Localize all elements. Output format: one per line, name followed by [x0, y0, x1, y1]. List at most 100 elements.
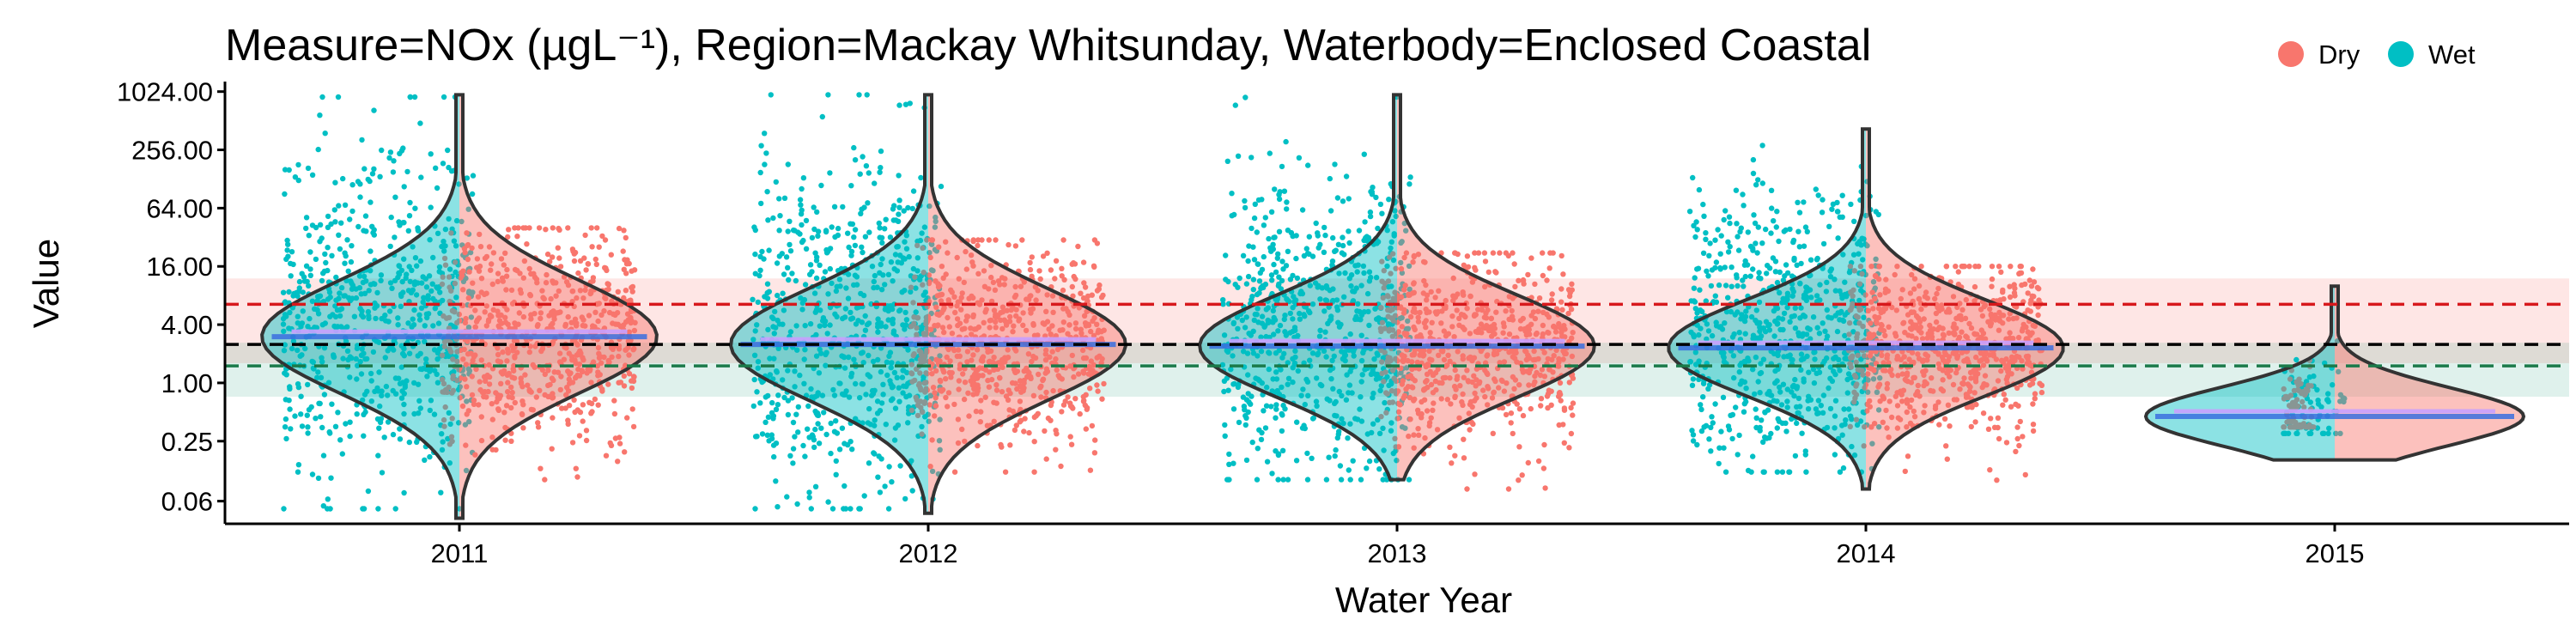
data-point-wet: [1712, 293, 1719, 299]
data-point-dry: [602, 237, 609, 243]
data-point-dry: [478, 289, 484, 295]
data-point-wet: [812, 426, 818, 433]
data-point-wet: [1717, 251, 1723, 257]
data-point-wet: [1690, 432, 1697, 438]
data-point-wet: [765, 217, 771, 223]
legend-label-dry: Dry: [2318, 39, 2360, 70]
data-point-wet: [1697, 287, 1703, 293]
data-point-wet: [420, 365, 427, 372]
data-point-wet: [337, 246, 343, 252]
data-point-wet: [397, 426, 403, 432]
data-point-wet: [1229, 191, 1235, 197]
data-point-wet: [307, 315, 313, 322]
data-point-wet: [371, 166, 377, 172]
data-point-wet: [773, 406, 780, 412]
data-point-wet: [451, 368, 457, 375]
data-point-wet: [343, 252, 349, 259]
data-point-dry: [1031, 439, 1037, 445]
data-point-wet: [432, 306, 438, 312]
data-point-wet: [800, 442, 806, 449]
data-point-wet: [790, 460, 796, 466]
data-point-wet: [375, 453, 381, 459]
data-point-wet: [1759, 180, 1765, 186]
data-point-dry: [606, 359, 612, 365]
data-point-wet: [1304, 477, 1311, 483]
data-point-dry: [1447, 444, 1453, 450]
data-point-dry: [550, 254, 556, 260]
data-point-wet: [377, 403, 383, 410]
data-point-dry: [460, 287, 466, 293]
data-point-dry: [442, 386, 449, 393]
data-point-wet: [777, 213, 783, 219]
data-point-wet: [427, 368, 433, 374]
data-point-dry: [553, 293, 559, 299]
data-point-dry: [489, 447, 495, 453]
data-point-wet: [823, 431, 829, 438]
data-point-wet: [405, 320, 411, 326]
data-point-dry: [1037, 276, 1043, 283]
data-point-wet: [340, 355, 346, 361]
data-point-wet: [1370, 185, 1376, 191]
data-point-wet: [1689, 382, 1696, 388]
data-point-dry: [556, 255, 562, 261]
data-point-wet: [440, 239, 447, 245]
data-point-dry: [571, 397, 577, 403]
data-point-dry: [462, 319, 469, 325]
data-point-dry: [569, 288, 576, 295]
data-point-wet: [401, 489, 407, 496]
data-point-wet: [382, 355, 388, 361]
data-point-dry: [574, 295, 580, 301]
data-point-wet: [827, 265, 833, 272]
data-point-wet: [331, 207, 337, 213]
data-point-wet: [1742, 273, 1749, 280]
data-point-dry: [1541, 441, 1547, 448]
data-point-wet: [387, 280, 394, 286]
data-point-dry: [583, 437, 590, 444]
data-point-wet: [416, 312, 422, 318]
data-point-wet: [1269, 277, 1275, 283]
data-point-dry: [1097, 282, 1103, 289]
data-point-wet: [378, 272, 385, 278]
data-point-wet: [1755, 224, 1761, 230]
data-point-dry: [458, 375, 464, 381]
data-point-dry: [1516, 444, 1522, 450]
data-point-dry: [482, 309, 488, 315]
data-point-wet: [453, 243, 459, 249]
data-point-dry: [517, 270, 523, 276]
data-point-wet: [1783, 428, 1789, 434]
data-point-dry: [1083, 426, 1090, 432]
data-point-dry: [476, 402, 482, 408]
data-point-wet: [1733, 187, 1740, 193]
data-point-wet: [339, 451, 345, 457]
data-point-wet: [1230, 381, 1236, 387]
data-point-wet: [910, 188, 917, 194]
data-point-wet: [1729, 411, 1736, 418]
data-point-wet: [422, 338, 428, 344]
data-point-wet: [1747, 273, 1753, 279]
data-point-wet: [391, 347, 397, 353]
data-point-wet: [1304, 251, 1311, 257]
data-point-wet: [836, 447, 843, 453]
data-point-wet: [358, 352, 365, 358]
data-point-wet: [1275, 251, 1281, 257]
data-point-dry: [1510, 430, 1516, 437]
data-point-wet: [382, 318, 389, 324]
data-point-dry: [592, 396, 598, 403]
data-point-wet: [466, 289, 472, 295]
data-point-wet: [787, 218, 793, 224]
data-point-wet: [1376, 466, 1382, 472]
data-point-dry: [484, 374, 490, 380]
data-point-dry: [1449, 460, 1455, 466]
data-point-wet: [381, 434, 387, 440]
data-point-wet: [821, 410, 827, 416]
data-point-wet: [833, 471, 839, 477]
data-point-dry: [566, 376, 572, 382]
data-point-wet: [327, 294, 333, 301]
data-point-wet: [1332, 248, 1338, 254]
data-point-wet: [347, 216, 353, 222]
data-point-dry: [450, 373, 456, 379]
data-point-wet: [1358, 477, 1364, 483]
data-point-wet: [1251, 257, 1258, 263]
data-point-wet: [336, 295, 342, 301]
data-point-wet: [793, 411, 799, 417]
